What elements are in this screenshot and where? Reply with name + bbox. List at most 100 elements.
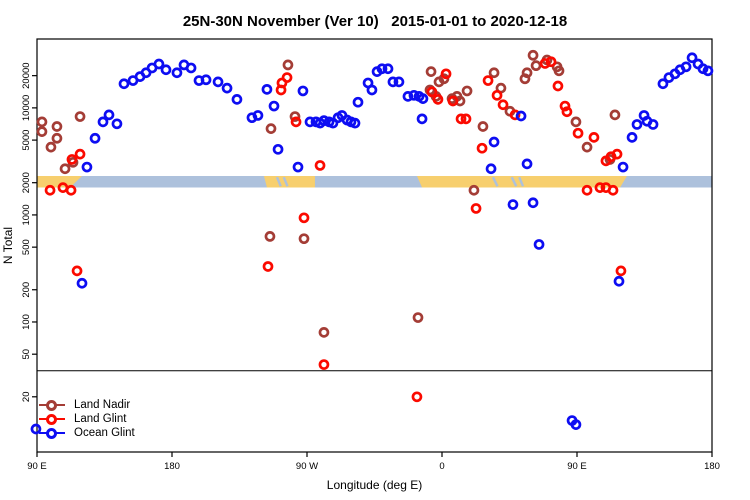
x-tick-label: 90 E xyxy=(27,461,47,472)
data-point-ocean-glint xyxy=(631,119,643,130)
data-point-land-nadir xyxy=(553,65,565,77)
y-tick-label: 50 xyxy=(21,349,32,360)
data-point-land-nadir xyxy=(45,141,57,153)
data-point-land-glint xyxy=(615,265,627,277)
data-point-ocean-glint xyxy=(533,239,545,250)
data-point-ocean-glint xyxy=(292,161,304,173)
legend-marker-circle-icon xyxy=(46,413,57,425)
x-tick-label: 90 W xyxy=(296,461,318,472)
data-point-land-nadir xyxy=(425,66,437,77)
data-point-land-nadir xyxy=(477,121,489,132)
data-point-ocean-glint xyxy=(613,275,625,287)
data-point-ocean-glint xyxy=(89,132,101,144)
data-point-ocean-glint xyxy=(507,199,519,210)
data-point-land-glint xyxy=(262,261,274,272)
data-point-ocean-glint xyxy=(570,419,582,430)
x-tick-label: 180 xyxy=(164,461,180,472)
x-tick-label: 0 xyxy=(439,461,444,472)
legend-item-land-nadir: Land Nadir xyxy=(39,398,135,412)
data-point-ocean-glint xyxy=(261,83,273,95)
data-point-ocean-glint xyxy=(30,423,42,435)
data-point-ocean-glint xyxy=(76,277,88,289)
data-point-ocean-glint xyxy=(417,93,429,104)
data-point-land-glint xyxy=(470,203,482,214)
x-tick-label: 90 E xyxy=(567,461,587,472)
data-point-ocean-glint xyxy=(376,63,388,75)
data-point-land-glint xyxy=(74,148,86,160)
data-point-ocean-glint xyxy=(118,78,130,90)
data-point-land-nadir xyxy=(519,73,531,85)
data-point-ocean-glint xyxy=(352,96,364,108)
data-point-ocean-glint xyxy=(485,163,497,175)
data-point-land-glint xyxy=(440,68,452,80)
data-point-land-glint xyxy=(559,100,571,112)
data-point-ocean-glint xyxy=(387,76,399,88)
legend-label: Land Nadir xyxy=(74,399,131,411)
data-point-land-nadir xyxy=(318,326,330,338)
data-point-ocean-glint xyxy=(402,91,414,102)
data-point-land-nadir xyxy=(530,60,542,72)
data-point-ocean-glint xyxy=(160,64,172,76)
data-point-ocean-glint xyxy=(515,110,527,122)
data-point-land-nadir xyxy=(74,111,86,122)
y-tick-label: 2000 xyxy=(21,172,32,193)
y-tick-label: 10000 xyxy=(21,95,32,121)
data-point-land-glint xyxy=(611,148,623,160)
data-point-land-nadir xyxy=(51,121,63,132)
y-tick-label: 1000 xyxy=(21,204,32,225)
map-band-water-persian-gulf-2 xyxy=(518,176,525,187)
data-point-land-glint xyxy=(539,58,551,69)
data-point-land-glint xyxy=(411,391,423,403)
data-point-ocean-glint xyxy=(626,132,638,143)
data-point-ocean-glint xyxy=(349,117,361,129)
data-point-land-nadir xyxy=(264,231,276,242)
map-band-ocean xyxy=(37,176,712,188)
data-point-land-glint xyxy=(509,109,521,121)
data-point-ocean-glint xyxy=(153,58,165,70)
data-point-land-glint xyxy=(460,113,472,125)
data-point-land-glint xyxy=(561,106,573,118)
legend: Land Nadir Land Glint Ocean Glint xyxy=(39,398,135,440)
data-point-land-nadir xyxy=(581,141,593,153)
data-point-land-nadir xyxy=(51,132,63,144)
data-point-ocean-glint xyxy=(686,52,698,64)
chart-title: 25N-30N November (Ver 10) 2015-01-01 to … xyxy=(182,13,568,30)
data-point-ocean-glint xyxy=(680,61,692,73)
data-point-land-nadir xyxy=(298,233,310,245)
legend-item-land-glint: Land Glint xyxy=(39,412,135,426)
data-point-land-glint xyxy=(572,127,584,139)
data-point-ocean-glint xyxy=(617,161,629,173)
data-point-ocean-glint xyxy=(382,63,394,75)
data-point-ocean-glint xyxy=(268,100,280,112)
data-point-ocean-glint xyxy=(647,119,659,130)
data-point-ocean-glint xyxy=(171,67,183,79)
data-point-land-glint xyxy=(318,359,330,370)
data-point-ocean-glint xyxy=(97,116,109,128)
map-band-water-persian-gulf xyxy=(510,176,518,187)
data-point-ocean-glint xyxy=(221,82,233,94)
plot-box xyxy=(36,38,713,453)
data-point-ocean-glint xyxy=(103,109,115,121)
data-point-land-glint xyxy=(432,94,444,105)
data-point-land-nadir xyxy=(265,123,277,134)
data-point-land-glint xyxy=(455,113,467,125)
data-point-ocean-glint xyxy=(521,158,533,170)
y-tick-label: 100 xyxy=(21,314,32,330)
data-point-land-glint xyxy=(426,86,438,98)
data-point-ocean-glint xyxy=(366,84,378,96)
data-point-ocean-glint xyxy=(702,65,714,77)
data-point-land-glint xyxy=(71,265,83,277)
data-point-land-nadir xyxy=(461,85,473,97)
data-point-ocean-glint xyxy=(185,62,197,74)
data-point-land-glint xyxy=(314,160,326,171)
data-point-land-nadir xyxy=(609,109,621,121)
data-point-ocean-glint xyxy=(252,110,264,121)
data-point-land-nadir xyxy=(527,49,539,61)
data-point-land-glint xyxy=(497,99,509,111)
data-point-land-glint xyxy=(545,56,557,68)
data-point-ocean-glint xyxy=(408,89,420,101)
data-point-land-glint xyxy=(552,80,564,92)
map-band-water-gulf-of-california xyxy=(275,176,282,187)
legend-item-ocean-glint: Ocean Glint xyxy=(39,426,135,440)
